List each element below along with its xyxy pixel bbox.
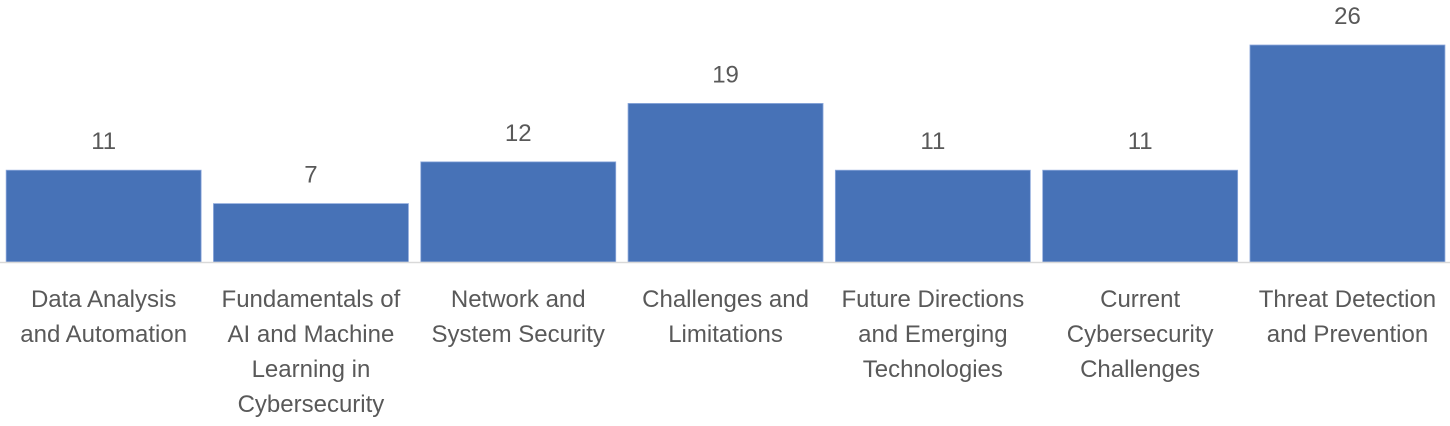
category-label-line: and Emerging	[858, 321, 1007, 348]
data-label: 19	[712, 61, 739, 88]
category-label-line: AI and Machine	[228, 321, 395, 348]
category-label-line: Future Directions	[841, 286, 1024, 313]
bar	[420, 161, 617, 263]
category-label-line: Current	[1100, 286, 1180, 313]
category-label: Future Directions and Emerging Technologie…	[841, 286, 1024, 383]
bar	[1042, 169, 1239, 263]
category-label-line: Cybersecurity	[238, 391, 385, 418]
category-label: Data Analysis and Automation	[20, 286, 187, 348]
labels-group: 11 Data Analysis and Automation 7 Fundamenta…	[20, 3, 1436, 418]
category-label: Fundamentals of AI and Machine Learning in…	[222, 286, 401, 418]
category-label-line: Limitations	[668, 321, 783, 348]
bar	[5, 169, 202, 263]
category-label-line: Technologies	[863, 356, 1003, 383]
category-label-line: and Prevention	[1267, 321, 1428, 348]
bar	[834, 169, 1031, 263]
bar	[627, 103, 824, 263]
category-label-line: System Security	[432, 321, 605, 348]
data-label: 11	[1128, 128, 1153, 155]
category-label: Network and System Security	[432, 286, 605, 348]
bar	[1249, 44, 1446, 263]
data-label: 11	[91, 128, 116, 155]
category-label-line: Challenges and	[642, 286, 809, 313]
category-label: Threat Detection and Prevention	[1259, 286, 1436, 348]
category-label-line: Learning in	[252, 356, 371, 383]
category-label-line: Challenges	[1080, 356, 1200, 383]
category-label-line: Threat Detection	[1259, 286, 1436, 313]
bars-group	[5, 44, 1446, 263]
category-label-line: Network and	[451, 286, 586, 313]
data-label: 7	[304, 162, 317, 189]
category-label: Challenges and Limitations	[642, 286, 809, 348]
data-label: 12	[505, 120, 532, 147]
data-label: 11	[920, 128, 945, 155]
category-label-line: and Automation	[20, 321, 187, 348]
category-label-line: Fundamentals of	[222, 286, 401, 313]
category-label-line: Cybersecurity	[1067, 321, 1214, 348]
bar	[213, 203, 409, 263]
data-label: 26	[1334, 3, 1361, 30]
category-label: Current Cybersecurity Challenges	[1067, 286, 1214, 383]
category-label-line: Data Analysis	[31, 286, 176, 313]
